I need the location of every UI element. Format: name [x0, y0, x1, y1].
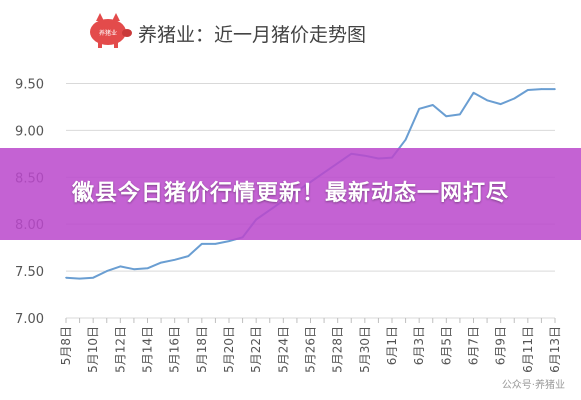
x-tick-label: 6月3日: [412, 326, 426, 365]
x-tick-label: 6月5日: [439, 326, 453, 365]
headline-text: 徽县今日猪价行情更新！最新动态一网打尽: [71, 181, 509, 206]
data-point: [65, 276, 67, 279]
data-point: [554, 88, 556, 90]
data-point: [228, 240, 230, 242]
data-point: [540, 88, 543, 90]
data-point: [527, 89, 529, 91]
x-tick-label: 5月30日: [358, 326, 372, 373]
chart-title: 养猪业：近一月猪价走势图: [138, 24, 366, 46]
data-point: [404, 138, 407, 141]
watermark: 公众号·养猪业: [497, 375, 569, 392]
data-point: [160, 261, 162, 264]
data-point: [418, 107, 420, 110]
x-tick-label: 5月14日: [141, 326, 155, 373]
x-tick-label: 5月8日: [59, 326, 73, 365]
x-tick-label: 6月9日: [494, 326, 508, 365]
y-tick-label: 7.00: [15, 312, 44, 327]
data-point: [119, 265, 122, 268]
x-tick-label: 5月18日: [195, 326, 209, 373]
data-point: [445, 115, 448, 118]
data-point: [146, 267, 149, 270]
y-tick-label: 9.00: [15, 124, 44, 139]
data-point: [431, 104, 434, 106]
headline-banner: 徽县今日猪价行情更新！最新动态一网打尽: [0, 148, 581, 240]
x-tick-label: 5月10日: [86, 326, 100, 373]
x-tick-label: 5月22日: [249, 326, 263, 373]
chart-header: 养猪业 养猪业：近一月猪价走势图: [90, 13, 366, 48]
x-tick-label: 5月16日: [168, 326, 182, 373]
x-tick-label: 6月13日: [548, 326, 562, 373]
data-point: [201, 243, 203, 245]
data-point: [78, 277, 81, 280]
x-tick-label: 5月24日: [276, 326, 290, 373]
logo-text: 养猪业: [99, 29, 117, 37]
x-tick-label: 6月1日: [385, 326, 399, 365]
data-point: [472, 92, 475, 94]
data-point: [92, 276, 94, 279]
x-tick-label: 5月28日: [331, 326, 345, 373]
data-point: [486, 99, 488, 102]
data-point: [105, 270, 108, 272]
data-point: [173, 259, 176, 261]
x-tick-label: 6月7日: [467, 326, 481, 365]
data-point: [513, 97, 516, 100]
x-tick-label: 5月20日: [222, 326, 236, 373]
data-point: [499, 103, 502, 105]
y-tick-label: 7.50: [15, 265, 44, 280]
data-point: [459, 113, 461, 116]
logo-pig-icon: 养猪业: [90, 13, 132, 48]
x-tick-label: 5月12日: [113, 326, 127, 373]
x-tick-label: 5月26日: [304, 326, 318, 373]
x-tick-label: 6月11日: [521, 326, 535, 373]
data-point: [214, 243, 217, 245]
y-tick-label: 9.50: [15, 77, 44, 92]
data-point: [133, 268, 135, 271]
data-point: [187, 255, 190, 257]
